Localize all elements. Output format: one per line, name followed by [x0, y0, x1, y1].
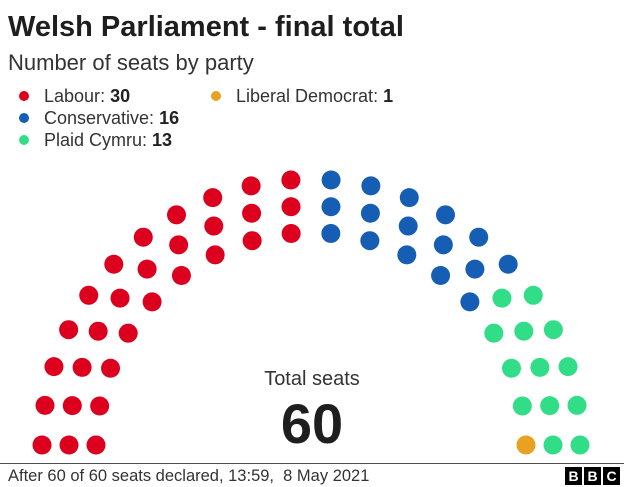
- seat-labour: [101, 358, 121, 378]
- seat-plaid-cymru: [523, 285, 543, 305]
- legend-separator: :: [149, 108, 160, 128]
- legend-label: Conservative: [44, 108, 150, 128]
- legend-value: 13: [152, 130, 173, 150]
- seat-labour: [167, 205, 186, 225]
- chart-subtitle: Number of seats by party: [8, 50, 254, 75]
- seat-conservative: [399, 188, 419, 208]
- legend-swatch-liberal-democrat: [211, 91, 221, 101]
- seat-plaid-cymru: [512, 396, 532, 416]
- footer-divider: [0, 463, 624, 464]
- seat-labour: [204, 216, 224, 236]
- seat-conservative: [465, 259, 485, 279]
- legend-text: Liberal Democrat: 1: [236, 87, 393, 105]
- seat-labour: [281, 197, 301, 217]
- seat-plaid-cymru: [501, 358, 521, 378]
- seat-plaid-cymru: [567, 395, 587, 415]
- legend-label: Liberal Democrat: [236, 86, 374, 106]
- legend-separator: :: [373, 86, 384, 106]
- legend-value: 1: [383, 86, 394, 106]
- seat-conservative: [321, 223, 341, 243]
- seat-conservative: [360, 231, 380, 251]
- seat-conservative: [436, 205, 455, 225]
- legend-item-liberal-democrat: Liberal Democrat: 1: [211, 85, 393, 107]
- seat-labour: [44, 357, 64, 377]
- bbc-logo-letter: B: [584, 467, 601, 485]
- legend-separator: :: [142, 130, 153, 150]
- legend-text: Conservative: 16: [44, 109, 179, 127]
- seat-labour: [59, 320, 79, 340]
- seat-labour: [32, 435, 52, 455]
- seat-plaid-cymru: [540, 396, 560, 416]
- seat-labour: [169, 235, 189, 255]
- seat-labour: [242, 203, 262, 223]
- seat-conservative: [397, 245, 417, 265]
- seat-labour: [59, 435, 79, 455]
- legend-separator: :: [100, 86, 111, 106]
- seat-conservative: [360, 203, 380, 223]
- seat-conservative: [498, 254, 518, 274]
- seat-labour: [104, 254, 124, 274]
- seat-conservative: [321, 170, 341, 190]
- seat-labour: [281, 223, 301, 243]
- legend-swatch-labour: [19, 91, 29, 101]
- seat-plaid-cymru: [543, 435, 563, 455]
- legend-label: Plaid Cymru: [44, 130, 143, 150]
- chart-title: Welsh Parliament - final total: [8, 11, 404, 43]
- seat-labour: [118, 323, 138, 343]
- seat-plaid-cymru: [530, 357, 550, 377]
- seat-labour: [79, 285, 99, 305]
- footer-note: After 60 of 60 seats declared, 13:59, 8 …: [8, 467, 370, 485]
- seat-conservative: [469, 227, 489, 247]
- seat-labour: [110, 288, 130, 308]
- seat-plaid-cymru: [543, 320, 563, 340]
- bbc-logo-letter: B: [565, 467, 582, 485]
- seat-labour: [90, 396, 110, 416]
- legend-swatch-plaid-cymru: [19, 135, 29, 145]
- seat-labour: [203, 188, 223, 208]
- seat-labour: [137, 259, 157, 279]
- legend-item-plaid-cymru: Plaid Cymru: 13: [19, 129, 172, 151]
- seat-conservative: [398, 216, 418, 236]
- legend-swatch-conservative: [19, 113, 29, 123]
- seat-labour: [86, 435, 106, 455]
- seat-liberal-democrat: [516, 435, 536, 455]
- seat-labour: [205, 245, 225, 265]
- seat-conservative: [460, 292, 480, 312]
- seat-conservative: [431, 265, 451, 285]
- total-seats-label: Total seats: [264, 368, 360, 390]
- total-seats-value: 60: [280, 392, 344, 455]
- seat-labour: [142, 292, 162, 312]
- seat-labour: [171, 265, 191, 285]
- seat-labour: [62, 396, 82, 416]
- seat-conservative: [433, 235, 453, 255]
- seat-labour: [72, 357, 92, 377]
- seat-plaid-cymru: [570, 435, 590, 455]
- legend-text: Labour: 30: [44, 87, 130, 105]
- seat-conservative: [321, 197, 341, 217]
- seat-labour: [35, 395, 55, 415]
- seat-plaid-cymru: [558, 357, 578, 377]
- legend-label: Labour: [44, 86, 101, 106]
- bbc-logo: B B C: [565, 467, 620, 485]
- seat-labour: [133, 227, 153, 247]
- seat-plaid-cymru: [484, 323, 504, 343]
- legend-item-conservative: Conservative: 16: [19, 107, 179, 129]
- seat-labour: [242, 231, 262, 251]
- bbc-logo-letter: C: [603, 467, 620, 485]
- seat-labour: [281, 170, 301, 190]
- legend-item-labour: Labour: 30: [19, 85, 130, 107]
- seat-plaid-cymru: [492, 288, 512, 308]
- legend-text: Plaid Cymru: 13: [44, 131, 172, 149]
- seat-labour: [88, 321, 108, 341]
- seat-conservative: [361, 176, 381, 196]
- seat-plaid-cymru: [514, 321, 534, 341]
- legend-value: 30: [110, 86, 131, 106]
- seat-layer: [32, 170, 590, 455]
- seat-labour: [241, 176, 261, 196]
- legend-value: 16: [159, 108, 180, 128]
